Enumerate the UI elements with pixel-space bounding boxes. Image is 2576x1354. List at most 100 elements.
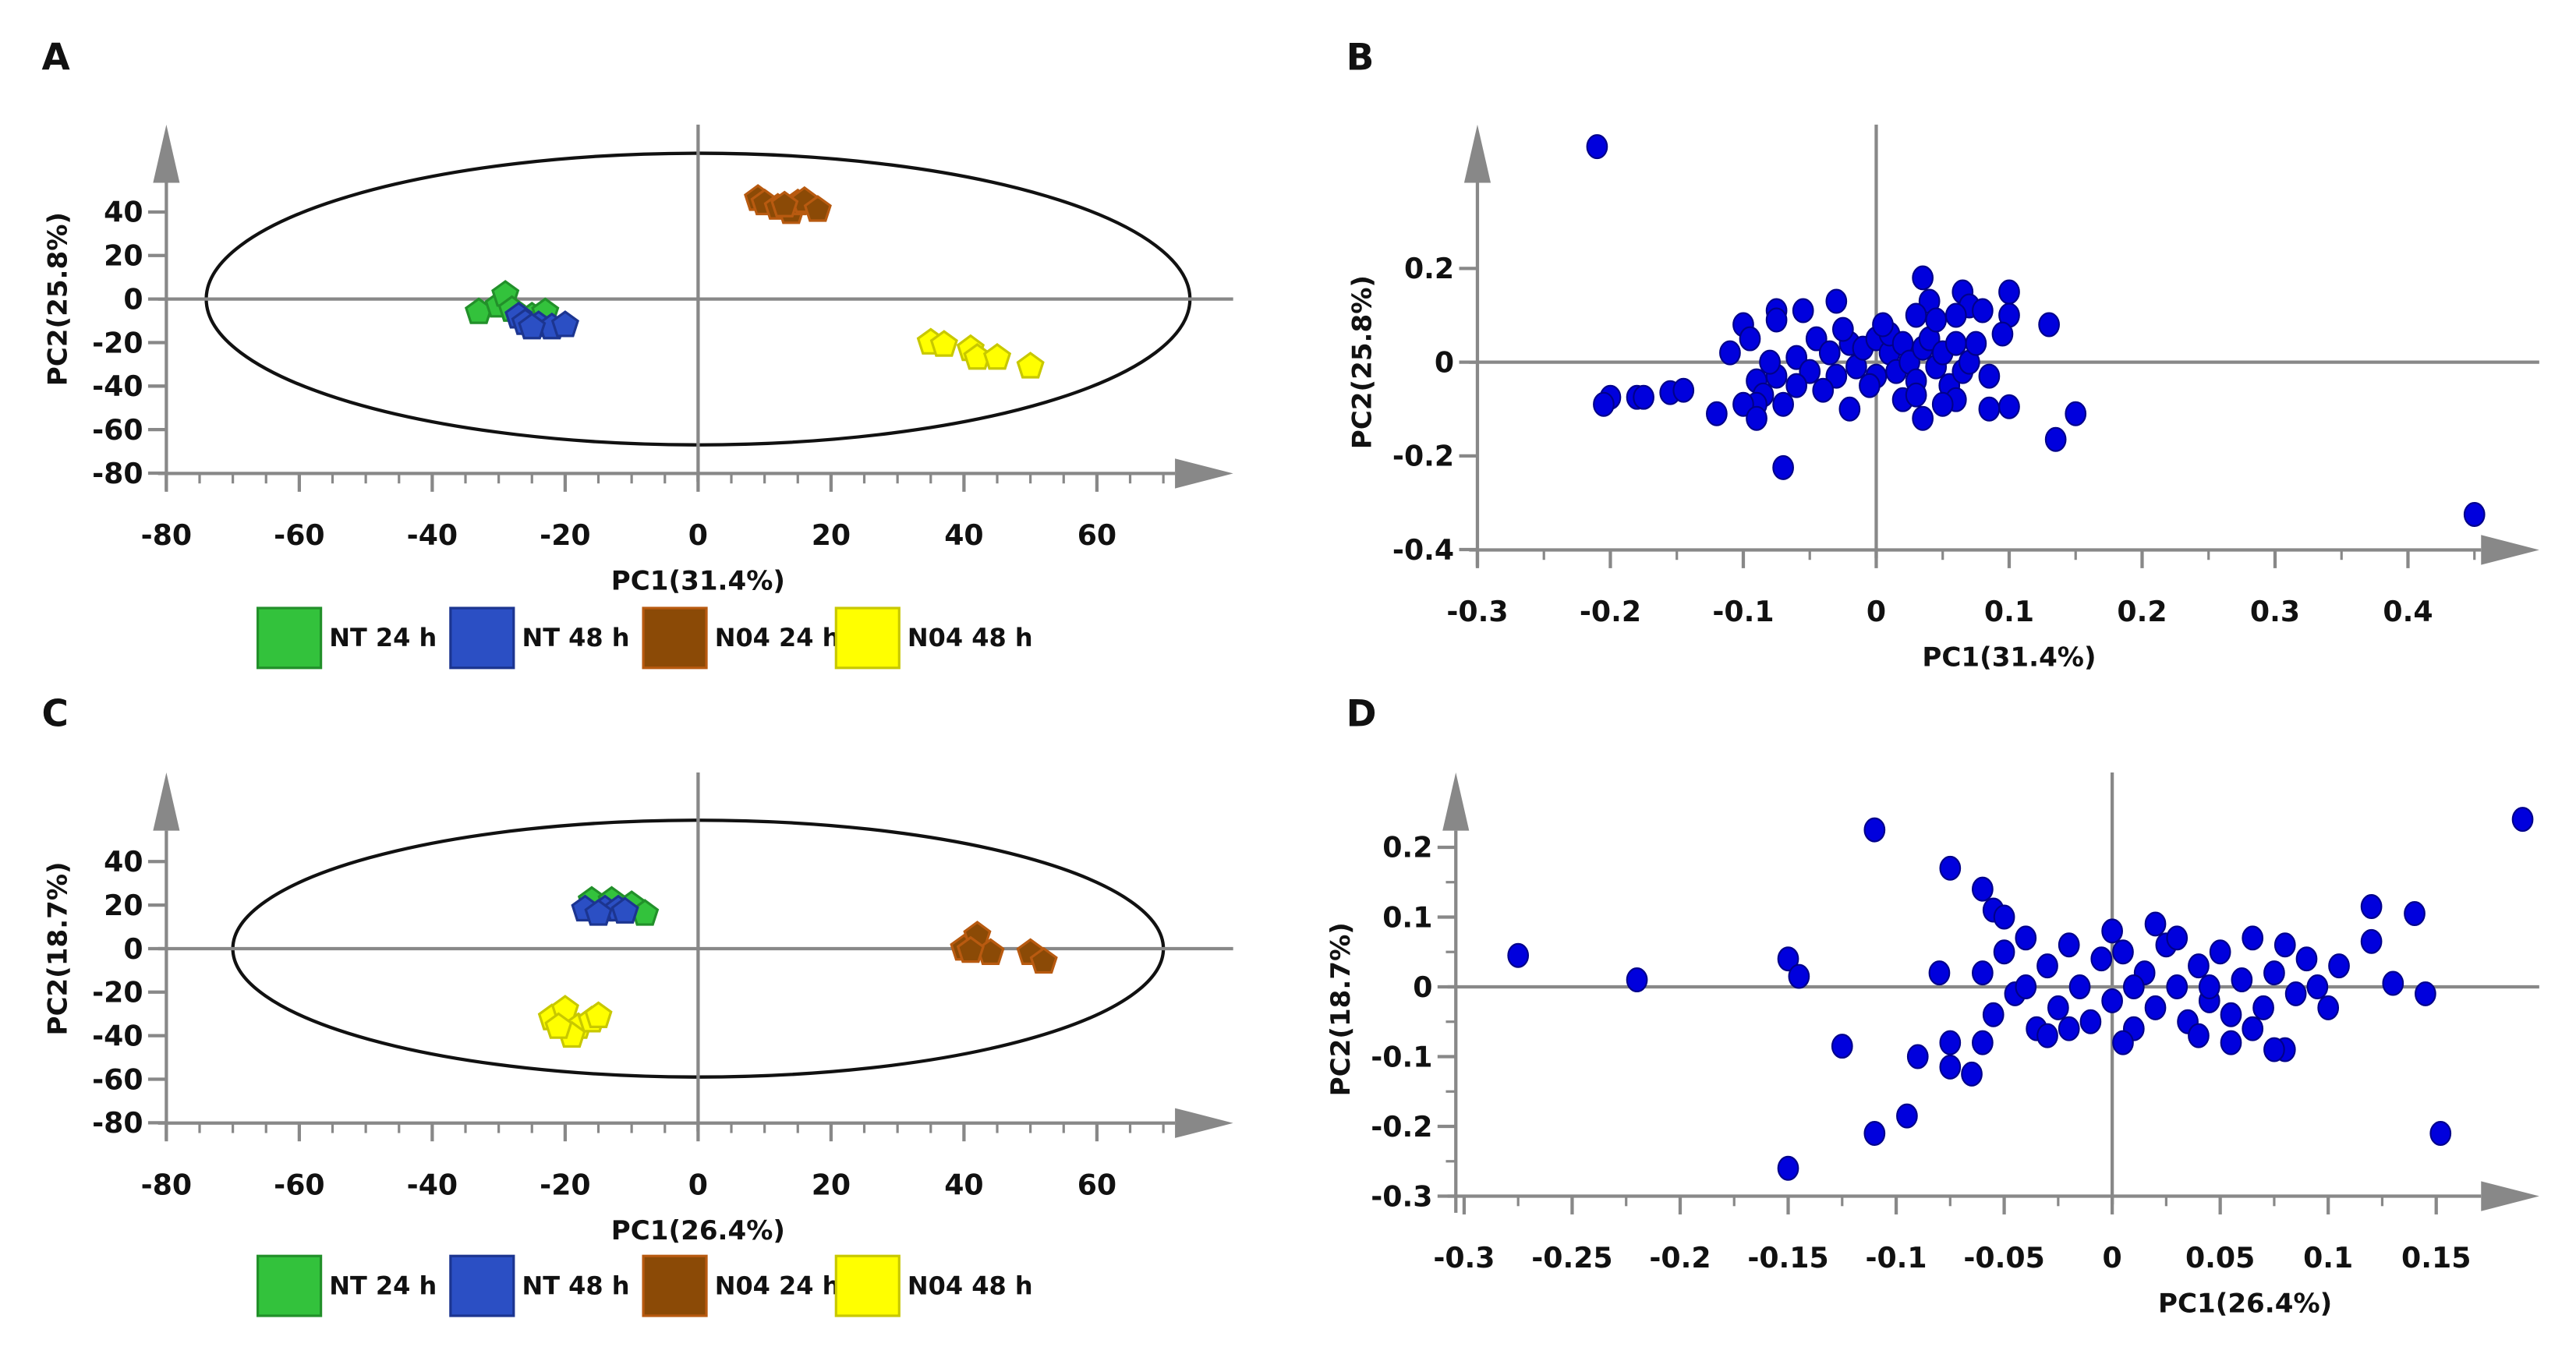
loading-point <box>1993 939 2015 965</box>
loading-point <box>2038 312 2060 338</box>
x-tick-label: -40 <box>407 518 458 552</box>
y-tick-label: -20 <box>92 326 143 359</box>
score-point-n04-24-h <box>803 195 832 222</box>
x-tick-label: -0.1 <box>1865 1241 1927 1274</box>
x-tick-label: -0.15 <box>1747 1241 1828 1274</box>
x-tick-label: -0.3 <box>1446 595 1508 628</box>
x-tick-label: 0 <box>688 1168 708 1201</box>
loading-point <box>1732 391 1754 417</box>
legend-swatch <box>834 606 901 670</box>
x-tick-label: 0.05 <box>2185 1241 2255 1274</box>
x-tick-label: 60 <box>1077 518 1116 552</box>
loading-point <box>1825 288 1848 314</box>
loading-point <box>1739 326 1761 352</box>
loading-point <box>1831 1034 1853 1059</box>
y-tick-label: 0.1 <box>1382 900 1432 934</box>
loading-point <box>1831 316 1854 342</box>
loading-point <box>1928 960 1951 986</box>
y-tick-label: 20 <box>104 239 143 273</box>
loading-point <box>1972 876 1994 902</box>
x-axis-label: PC1(31.4%) <box>611 566 785 597</box>
y-axis-label: PC2(25.8%) <box>1347 275 1378 449</box>
panel-a-score-plot: -80 -60 -40 -20 0 20 40 60 40 20 0 -20 -40 -60 -80 PC1(… <box>43 124 1233 670</box>
loading-point <box>1838 396 1861 422</box>
y-tick-label: 0 <box>1435 345 1454 379</box>
panel-label-c: C <box>42 692 69 735</box>
x-tick-label: 0.15 <box>2401 1241 2471 1274</box>
y-tick-label: 40 <box>104 845 143 879</box>
loading-point <box>2047 995 2069 1020</box>
loading-point <box>2209 939 2231 965</box>
y-tick-label: -40 <box>92 1019 143 1052</box>
x-tick-label: -20 <box>540 1168 590 1201</box>
y-tick-label: 0 <box>123 282 143 316</box>
loading-point <box>1939 1054 1962 1080</box>
loading-point <box>1792 298 1814 323</box>
y-tick-label: -80 <box>92 457 143 490</box>
loading-point <box>1925 307 1948 333</box>
loading-point <box>1593 391 1615 417</box>
score-point-n04-48-h <box>929 330 958 357</box>
loading-point <box>1626 967 1648 993</box>
x-axis-label: PC1(31.4%) <box>1922 642 2096 673</box>
x-tick-label: -60 <box>274 1168 324 1201</box>
loading-point <box>1586 134 1608 160</box>
loading-point <box>2429 1120 2452 1146</box>
x-tick-label: 0.3 <box>2250 595 2300 628</box>
loading-point <box>1912 405 1934 431</box>
y-tick-label: -60 <box>92 413 143 447</box>
loading-point <box>1772 454 1794 480</box>
loading-point <box>2273 932 2296 958</box>
x-tick-label: 0.1 <box>2303 1241 2353 1274</box>
loading-point <box>1788 963 1810 989</box>
loading-point <box>2101 988 2123 1013</box>
loading-point <box>2036 953 2058 979</box>
y-tick-label: -80 <box>92 1106 143 1140</box>
loading-point <box>1759 349 1781 375</box>
legend-label: N04 24 h <box>715 623 840 652</box>
loading-point <box>1777 1155 1799 1181</box>
y-tick-label: -0.2 <box>1392 440 1454 473</box>
y-axis-label: PC2(18.7%) <box>43 861 74 1035</box>
loading-point <box>1706 401 1728 426</box>
x-tick-label: -60 <box>274 518 324 552</box>
loading-point <box>2360 894 2383 920</box>
loading-point <box>2058 1016 2080 1041</box>
loading-point <box>1993 904 2015 930</box>
legend-swatch <box>257 1254 323 1317</box>
panel-b-loading-plot: -0.3 -0.2 -0.1 0 0.1 0.2 0.3 0.4 0.2 0 -0.2 -0.4 PC1… <box>1347 124 2539 673</box>
loading-point <box>1765 307 1788 333</box>
score-point-nt-48-h <box>518 312 547 340</box>
loading-point <box>2036 1023 2058 1048</box>
loading-point <box>1972 298 1994 323</box>
panel-d-loading-plot: -0.3 -0.25 -0.2 -0.15 -0.1 -0.05 0 0.05 0.1 0.15 0… <box>1325 772 2539 1320</box>
y-axis-arrow-icon <box>153 124 180 183</box>
x-tick-label: 0.4 <box>2383 595 2433 628</box>
loading-point <box>2198 974 2220 999</box>
x-tick-label: -20 <box>540 518 590 552</box>
x-tick-label: -0.25 <box>1531 1241 1612 1274</box>
loading-point <box>2112 1030 2134 1055</box>
score-point-n04-48-h <box>544 1012 573 1039</box>
legend-swatch <box>449 606 515 670</box>
loading-point <box>1905 302 1927 328</box>
loading-point <box>2263 960 2285 986</box>
legend-swatch <box>834 1254 901 1317</box>
loading-point <box>1998 279 2020 305</box>
score-point-nt-48-h <box>610 896 639 924</box>
y-tick-label: -40 <box>92 369 143 403</box>
loading-point <box>2188 953 2210 979</box>
score-point-n04-48-h <box>1016 352 1045 379</box>
x-axis-arrow-icon <box>1175 1108 1233 1138</box>
loading-point <box>1991 321 2014 347</box>
loading-point <box>2295 946 2318 972</box>
x-tick-label: 0 <box>1867 595 1886 628</box>
loading-point <box>2144 995 2167 1020</box>
panel-label-b: B <box>1346 37 1375 80</box>
y-tick-label: -60 <box>92 1062 143 1096</box>
loading-point <box>1961 1061 1983 1087</box>
loading-point <box>1799 359 1821 384</box>
y-tick-label: -0.3 <box>1371 1179 1432 1213</box>
loading-point <box>2112 939 2134 965</box>
